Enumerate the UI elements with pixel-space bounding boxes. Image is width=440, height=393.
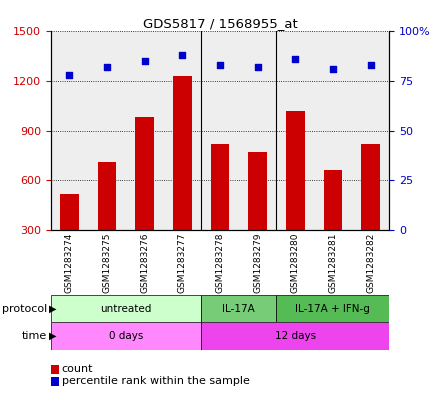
Point: [330, 66, 337, 72]
Point: [216, 62, 224, 68]
Bar: [51, 295, 201, 322]
Text: ▶: ▶: [49, 331, 56, 341]
Bar: [276, 295, 389, 322]
Bar: [211, 144, 229, 230]
Point: [367, 62, 374, 68]
Bar: [98, 162, 117, 230]
Text: 12 days: 12 days: [275, 331, 316, 341]
Point: [141, 58, 148, 64]
Point: [254, 64, 261, 70]
Bar: [248, 152, 267, 230]
Text: count: count: [62, 364, 93, 375]
Point: [66, 72, 73, 78]
Text: IL-17A + IFN-g: IL-17A + IFN-g: [296, 303, 370, 314]
Bar: [361, 144, 380, 230]
Text: 0 days: 0 days: [109, 331, 143, 341]
Bar: [286, 111, 305, 230]
Text: IL-17A: IL-17A: [223, 303, 255, 314]
Bar: [136, 118, 154, 230]
Text: untreated: untreated: [100, 303, 151, 314]
Text: time: time: [22, 331, 47, 341]
Point: [292, 56, 299, 62]
Point: [103, 64, 110, 70]
Text: percentile rank within the sample: percentile rank within the sample: [62, 376, 249, 386]
Text: ▶: ▶: [49, 303, 56, 314]
Bar: [60, 193, 79, 230]
Bar: [201, 322, 389, 350]
Bar: [201, 295, 276, 322]
Point: [179, 52, 186, 59]
Bar: [51, 322, 201, 350]
Bar: [323, 170, 342, 230]
Bar: [173, 76, 192, 230]
Title: GDS5817 / 1568955_at: GDS5817 / 1568955_at: [143, 17, 297, 30]
Text: protocol: protocol: [2, 303, 47, 314]
